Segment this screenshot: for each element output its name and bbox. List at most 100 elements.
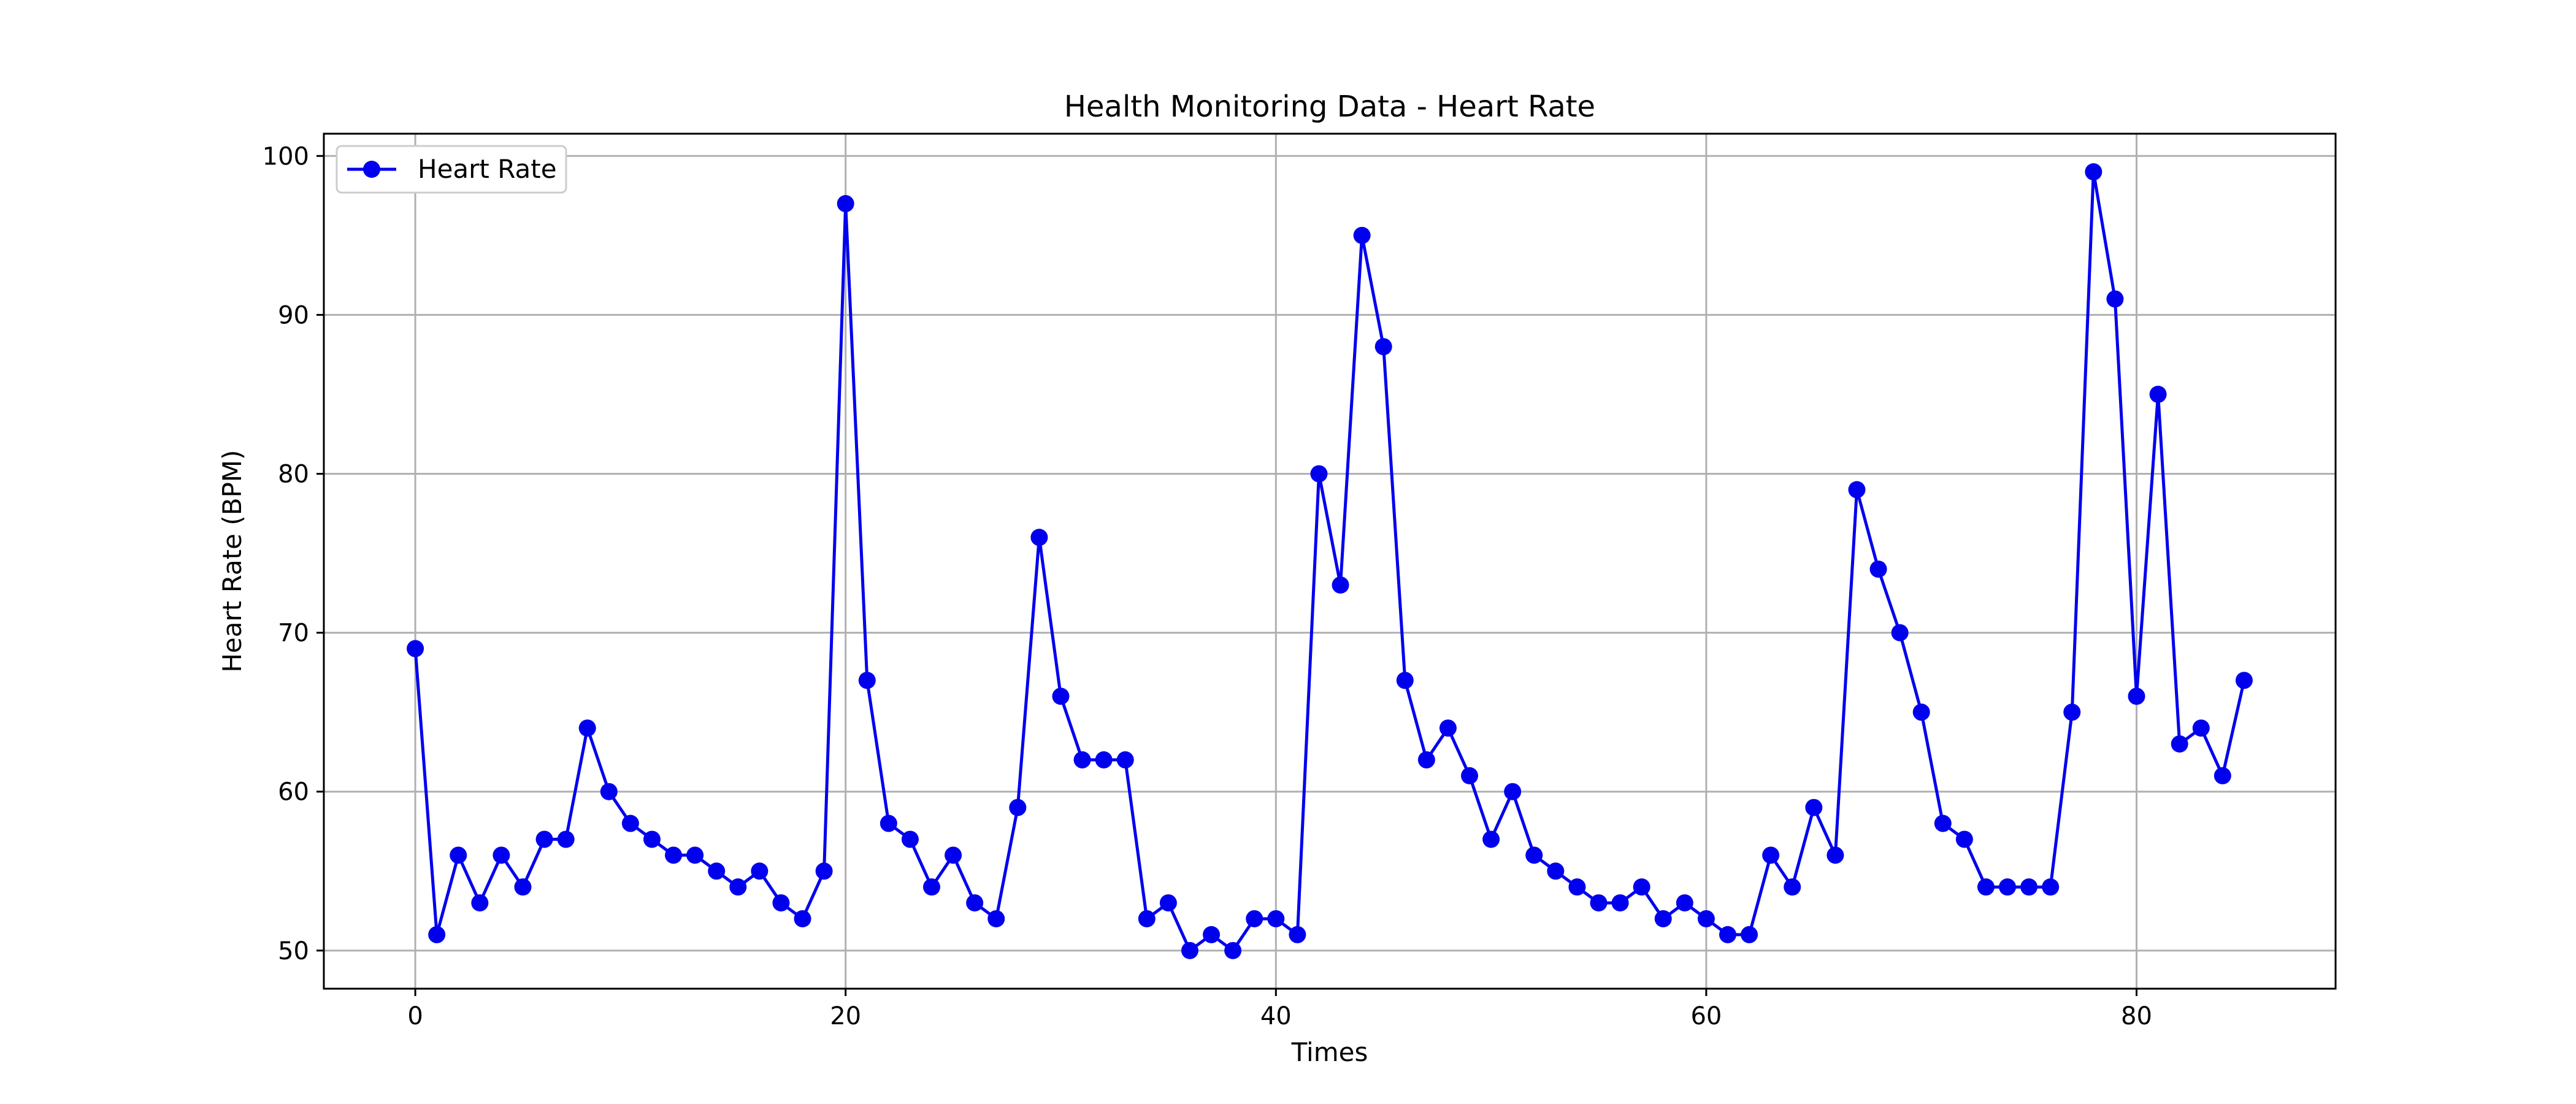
heart-rate-point bbox=[1482, 830, 1500, 848]
heart-rate-point bbox=[1009, 799, 1027, 816]
heart-rate-point bbox=[1246, 910, 1263, 927]
heart-rate-point bbox=[945, 846, 962, 864]
heart-rate-point bbox=[2171, 735, 2188, 753]
heart-rate-point bbox=[578, 719, 596, 737]
heart-rate-point bbox=[450, 846, 467, 864]
heart-rate-point bbox=[2235, 672, 2253, 689]
heart-rate-point bbox=[2128, 688, 2145, 705]
heart-rate-point bbox=[1461, 767, 1479, 784]
heart-rate-point bbox=[1052, 688, 1070, 705]
x-tick-label: 40 bbox=[1260, 1002, 1292, 1030]
heart-rate-point bbox=[1030, 529, 1048, 546]
heart-rate-point bbox=[1525, 846, 1543, 864]
heart-rate-point bbox=[1073, 751, 1091, 769]
heart-rate-point bbox=[837, 195, 854, 213]
legend: Heart Rate bbox=[335, 145, 567, 194]
heart-rate-point bbox=[1676, 894, 1693, 912]
heart-rate-point bbox=[1784, 878, 1801, 896]
heart-rate-point bbox=[1633, 878, 1650, 896]
heart-rate-point bbox=[1762, 846, 1780, 864]
heart-rate-point bbox=[1869, 560, 1887, 578]
heart-rate-point bbox=[600, 783, 618, 800]
heart-rate-point bbox=[2149, 385, 2167, 403]
y-tick-label: 100 bbox=[263, 142, 309, 171]
heart-rate-point bbox=[1654, 910, 1672, 927]
heart-rate-point bbox=[2192, 719, 2210, 737]
heart-rate-point bbox=[1719, 926, 1736, 943]
heart-rate-point bbox=[2106, 290, 2124, 308]
heart-rate-point bbox=[1504, 783, 1522, 800]
heart-rate-point bbox=[901, 830, 919, 848]
heart-rate-point bbox=[815, 862, 833, 880]
heart-rate-point bbox=[1203, 926, 1221, 943]
grid-lines bbox=[324, 134, 2336, 989]
y-tick-label: 50 bbox=[278, 937, 309, 965]
heart-rate-point bbox=[1934, 815, 1952, 832]
heart-rate-point bbox=[1805, 799, 1823, 816]
heart-rate-point bbox=[557, 830, 575, 848]
heart-rate-point bbox=[772, 894, 790, 912]
legend-marker-swatch bbox=[363, 161, 380, 178]
heart-rate-point bbox=[1848, 481, 1866, 499]
heart-rate-point bbox=[686, 846, 704, 864]
y-tick-label: 60 bbox=[278, 778, 309, 807]
heart-rate-point bbox=[407, 640, 424, 657]
heart-rate-point bbox=[1396, 672, 1414, 689]
heart-rate-point bbox=[1439, 719, 1457, 737]
heart-rate-point bbox=[514, 878, 532, 896]
heart-rate-point bbox=[1267, 910, 1285, 927]
heart-rate-point bbox=[471, 894, 489, 912]
heart-rate-point bbox=[708, 862, 726, 880]
plot-area-frame bbox=[323, 132, 2337, 990]
x-axis-label: Times bbox=[1291, 1037, 1368, 1067]
heart-rate-point bbox=[1977, 878, 1995, 896]
heart-rate-point bbox=[493, 846, 510, 864]
heart-rate-point bbox=[987, 910, 1005, 927]
heart-rate-point bbox=[1912, 703, 1930, 721]
heart-rate-point bbox=[923, 878, 941, 896]
heart-rate-point bbox=[2063, 703, 2081, 721]
heart-rate-point bbox=[1181, 941, 1198, 959]
x-tick-label: 20 bbox=[830, 1002, 861, 1030]
heart-rate-point bbox=[794, 910, 811, 927]
chart-title: Health Monitoring Data - Heart Rate bbox=[1064, 90, 1595, 124]
heart-rate-point bbox=[1159, 894, 1177, 912]
heart-rate-point bbox=[643, 830, 661, 848]
heart-rate-point bbox=[1310, 465, 1328, 483]
heart-rate-point bbox=[1955, 830, 1973, 848]
heart-rate-point bbox=[1547, 862, 1565, 880]
x-tick-label: 0 bbox=[407, 1002, 423, 1030]
heart-rate-point bbox=[1224, 941, 1242, 959]
heart-rate-point bbox=[2214, 767, 2231, 784]
heart-rate-point bbox=[751, 862, 769, 880]
y-tick-label: 90 bbox=[278, 301, 309, 329]
heart-rate-point bbox=[1116, 751, 1134, 769]
heart-rate-point bbox=[1741, 926, 1758, 943]
y-tick-label: 80 bbox=[278, 460, 309, 488]
heart-rate-point bbox=[535, 830, 553, 848]
heart-rate-point bbox=[2042, 878, 2060, 896]
heart-rate-point bbox=[1289, 926, 1306, 943]
heart-rate-point bbox=[1827, 846, 1844, 864]
y-tick-label: 70 bbox=[278, 619, 309, 648]
heart-rate-point bbox=[2020, 878, 2038, 896]
heart-rate-point bbox=[858, 672, 876, 689]
heart-rate-point bbox=[729, 878, 747, 896]
x-tick-label: 60 bbox=[1690, 1002, 1722, 1030]
heart-rate-point bbox=[1611, 894, 1629, 912]
heart-rate-point bbox=[2085, 163, 2103, 181]
legend-label-heart-rate: Heart Rate bbox=[418, 154, 557, 184]
heart-rate-point bbox=[1697, 910, 1715, 927]
heart-rate-point bbox=[1332, 576, 1349, 594]
heart-rate-point bbox=[1374, 338, 1392, 356]
heart-rate-point bbox=[880, 815, 897, 832]
heart-rate-point bbox=[1138, 910, 1156, 927]
heart-rate-point bbox=[1590, 894, 1608, 912]
heart-rate-point bbox=[1891, 624, 1909, 642]
heart-rate-point bbox=[1999, 878, 2017, 896]
heart-rate-point bbox=[1417, 751, 1435, 769]
heart-rate-point bbox=[1353, 226, 1371, 244]
heart-rate-point bbox=[966, 894, 984, 912]
heart-rate-point bbox=[665, 846, 683, 864]
